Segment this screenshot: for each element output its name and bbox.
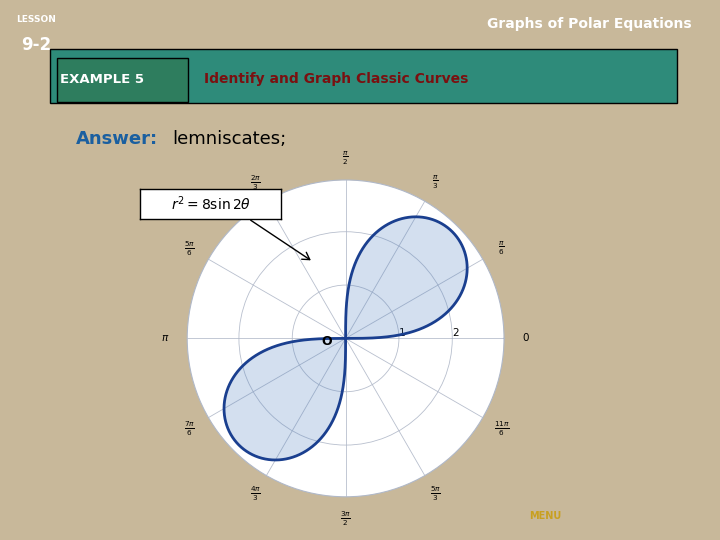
Text: LESSON: LESSON [16, 15, 56, 24]
Text: MENU: MENU [529, 511, 562, 521]
Text: lemniscates;: lemniscates; [173, 130, 287, 148]
FancyBboxPatch shape [57, 58, 188, 102]
Text: Identify and Graph Classic Curves: Identify and Graph Classic Curves [204, 72, 468, 86]
Text: Graphs of Polar Equations: Graphs of Polar Equations [487, 17, 691, 31]
Text: 9-2: 9-2 [21, 36, 51, 55]
Text: Answer:: Answer: [76, 130, 158, 148]
FancyBboxPatch shape [50, 49, 677, 103]
Text: $r^2 = 8\sin 2\theta$: $r^2 = 8\sin 2\theta$ [171, 194, 251, 213]
Polygon shape [224, 339, 346, 460]
Text: EXAMPLE 5: EXAMPLE 5 [60, 73, 144, 86]
Text: O: O [322, 335, 333, 348]
Polygon shape [346, 217, 467, 339]
